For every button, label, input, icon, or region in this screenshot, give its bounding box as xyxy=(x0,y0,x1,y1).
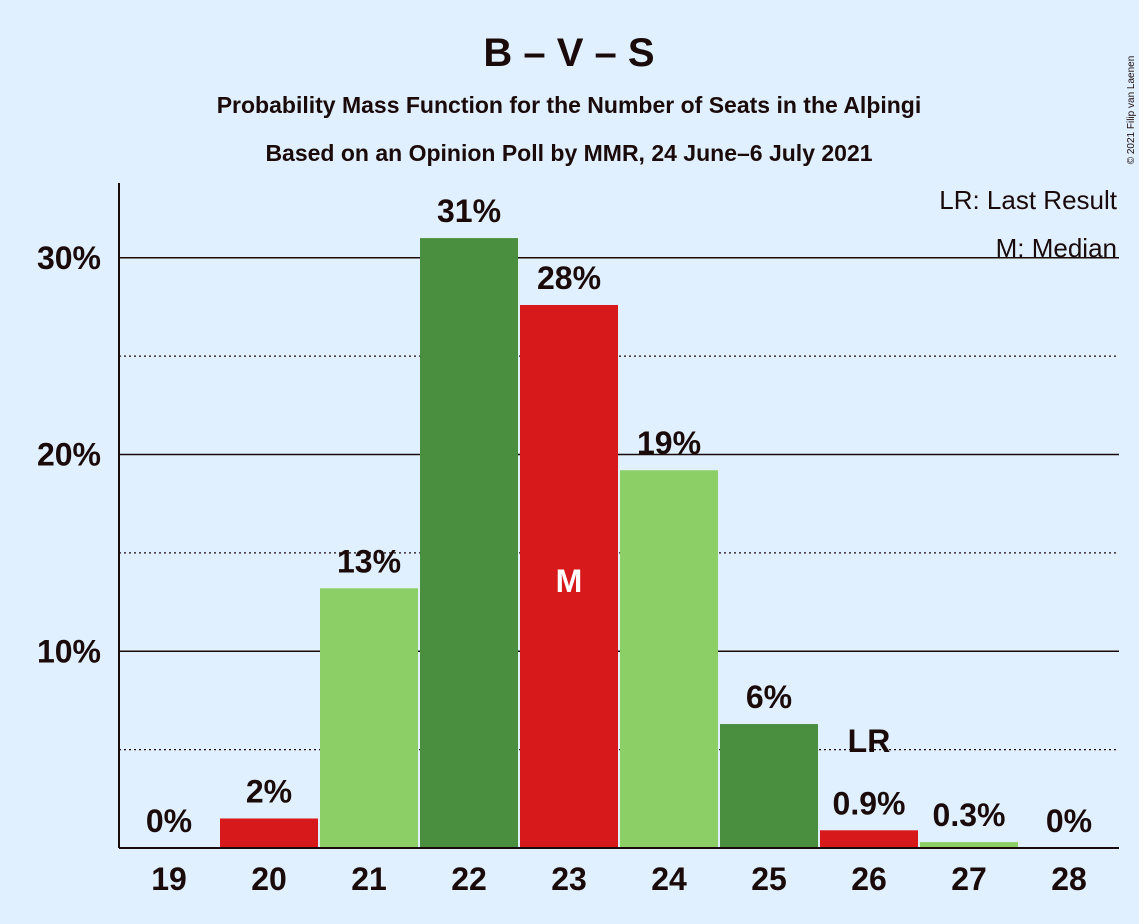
bar-21 xyxy=(320,588,418,848)
value-label-25: 6% xyxy=(746,679,792,715)
value-label-22: 31% xyxy=(437,193,501,229)
bar-24 xyxy=(620,470,718,848)
axes: 10% 20% 30% 19 20 21 22 23 24 25 26 27 28 xyxy=(37,183,1119,897)
y-tick-label: 20% xyxy=(37,437,101,473)
legend-median: M: Median xyxy=(996,233,1117,263)
legend-last-result: LR: Last Result xyxy=(939,185,1118,215)
y-tick-label: 10% xyxy=(37,633,101,669)
x-tick-label-21: 21 xyxy=(351,861,387,897)
x-tick-label-26: 26 xyxy=(851,861,887,897)
chart-title: B – V – S xyxy=(483,31,654,75)
value-labels: 0% 2% 13% 31% 28% 19% 6% 0.9% 0.3% 0% M LR xyxy=(146,193,1092,839)
last-result-marker: LR xyxy=(848,723,891,759)
value-label-24: 19% xyxy=(637,425,701,461)
y-tick-label: 30% xyxy=(37,240,101,276)
value-label-27: 0.3% xyxy=(933,797,1006,833)
x-tick-label-22: 22 xyxy=(451,861,487,897)
chart-subtitle-1: Probability Mass Function for the Number… xyxy=(217,92,922,118)
median-marker: M xyxy=(556,563,583,599)
x-tick-label-24: 24 xyxy=(651,861,687,897)
bar-25 xyxy=(720,724,818,848)
bar-20 xyxy=(220,818,318,848)
bar-22 xyxy=(420,238,518,849)
bars xyxy=(220,238,1018,849)
chart-subtitle-2: Based on an Opinion Poll by MMR, 24 June… xyxy=(265,140,872,166)
x-tick-label-27: 27 xyxy=(951,861,987,897)
x-tick-label-20: 20 xyxy=(251,861,287,897)
value-label-23: 28% xyxy=(537,260,601,296)
x-tick-label-23: 23 xyxy=(551,861,587,897)
gridlines xyxy=(119,257,1119,751)
value-label-26: 0.9% xyxy=(833,785,906,821)
bar-26 xyxy=(820,830,918,848)
value-label-28: 0% xyxy=(1046,803,1092,839)
bar-23 xyxy=(520,304,618,848)
value-label-20: 2% xyxy=(246,773,292,809)
value-label-19: 0% xyxy=(146,803,192,839)
bar-27 xyxy=(920,842,1018,848)
x-tick-label-25: 25 xyxy=(751,861,787,897)
copyright-note: © 2021 Filip van Laenen xyxy=(1126,56,1137,165)
value-label-21: 13% xyxy=(337,543,401,579)
x-tick-label-19: 19 xyxy=(151,861,187,897)
x-tick-label-28: 28 xyxy=(1051,861,1087,897)
